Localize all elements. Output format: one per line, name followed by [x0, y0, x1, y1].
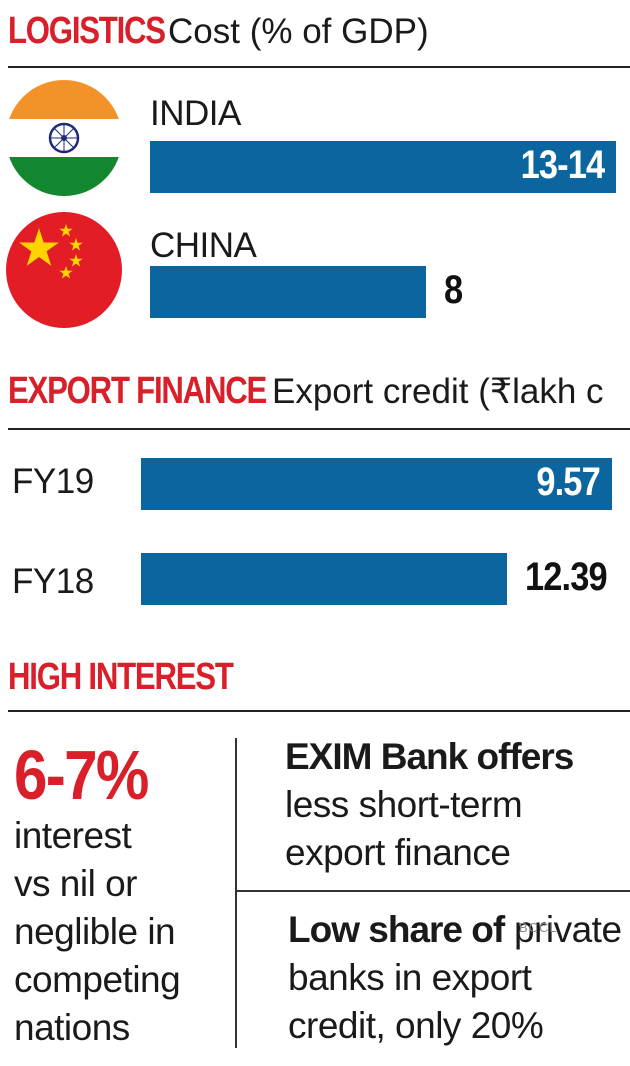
interest-line: nations: [14, 1007, 130, 1048]
bar-china: [150, 266, 426, 318]
interest-description: interest vs nil or neglible in competing…: [14, 812, 181, 1052]
category-label-fy19: FY19: [12, 462, 94, 501]
export-finance-subtitle: Export credit (₹lakh c: [272, 372, 604, 411]
private-banks-heading-rest: private: [504, 909, 622, 950]
bar-fy19: [141, 458, 612, 510]
exim-point-line: less short-term: [285, 784, 523, 825]
interest-line: interest: [14, 815, 132, 856]
data-label-india: 13-14: [520, 143, 605, 187]
private-banks-heading: Low share of: [288, 909, 505, 950]
private-banks-point: Low share of private banks in export cre…: [288, 906, 622, 1050]
private-banks-line: banks in export: [288, 957, 532, 998]
export-finance-title: EXPORT FINANCE: [8, 370, 267, 412]
high-interest-rule: [8, 710, 630, 712]
bar-india: [150, 141, 616, 193]
interest-rate-stat: 6-7%: [14, 736, 149, 814]
india-flag-icon: [6, 80, 122, 196]
point-divider: [236, 890, 630, 892]
category-label-india: INDIA: [150, 94, 241, 133]
watermark: BCCL: [519, 920, 558, 935]
category-label-fy18: FY18: [12, 562, 94, 601]
logistics-rule: [8, 66, 630, 68]
data-label-fy18: 12.39: [525, 555, 608, 599]
high-interest-title: HIGH INTEREST: [8, 656, 234, 698]
export-finance-rule: [8, 428, 630, 430]
exim-point-line: export finance: [285, 832, 511, 873]
china-flag-icon: [6, 212, 122, 328]
data-label-china: 8: [444, 268, 463, 312]
interest-line: vs nil or: [14, 863, 137, 904]
column-divider: [235, 738, 237, 1048]
bar-fy18: [141, 553, 507, 605]
high-interest-header: HIGH INTEREST: [8, 656, 282, 699]
interest-line: neglible in: [14, 911, 176, 952]
private-banks-line: credit, only 20%: [288, 1005, 544, 1046]
exim-point: EXIM Bank offers less short-term export …: [285, 733, 574, 877]
logistics-header: LOGISTICS Cost (% of GDP): [8, 10, 429, 53]
export-finance-header: EXPORT FINANCE Export credit (₹lakh c: [8, 370, 604, 413]
category-label-china: CHINA: [150, 226, 257, 265]
data-label-fy19: 9.57: [536, 460, 600, 504]
interest-line: competing: [14, 959, 181, 1000]
logistics-subtitle: Cost (% of GDP): [168, 12, 429, 51]
logistics-title: LOGISTICS: [8, 10, 166, 52]
exim-point-heading: EXIM Bank offers: [285, 736, 574, 777]
